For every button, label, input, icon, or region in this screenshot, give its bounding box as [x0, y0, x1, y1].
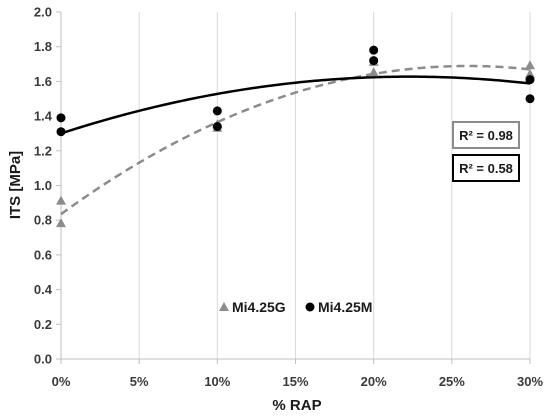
- legend-label-m: Mi4.25M: [318, 299, 372, 315]
- legend-label-g: Mi4.25G: [232, 299, 286, 315]
- r2-box-m: [452, 154, 520, 182]
- x-tick-label: 25%: [439, 374, 465, 389]
- trendline-0: [60, 64, 531, 216]
- x-axis-title: % RAP: [272, 397, 321, 414]
- x-tick-label: 15%: [282, 374, 308, 389]
- legend-marker-circle: [305, 302, 315, 312]
- r2-annotation-g: R² = 0.98: [452, 121, 520, 149]
- legend-marker-triangle: [219, 302, 229, 311]
- y-tick-label: 0.8: [34, 213, 52, 228]
- y-tick-label: 0.2: [34, 317, 52, 332]
- point-triangle: [525, 68, 535, 78]
- y-tick-label: 2.0: [34, 5, 52, 20]
- y-tick-label: 0.4: [34, 282, 53, 297]
- x-tick-label: 10%: [204, 374, 230, 389]
- y-tick-label: 1.0: [34, 178, 52, 193]
- point-circle: [212, 122, 222, 132]
- point-circle: [525, 94, 535, 104]
- x-tick-label: 0%: [52, 374, 71, 389]
- point-circle: [56, 113, 66, 123]
- legend: Mi4.25G Mi4.25M: [219, 299, 372, 315]
- y-tick-label: 1.8: [34, 39, 52, 54]
- point-circle: [56, 127, 66, 137]
- trendlines: [60, 64, 531, 216]
- point-circle: [369, 56, 379, 66]
- tick-labels: 0.0 0.2 0.4 0.6 0.8 1.0 1.2 1.4 1.6 1.8 2.0 0% 5% 10%…: [34, 5, 544, 390]
- y-tick-label: 1.6: [34, 74, 52, 89]
- r2-label-g: R² = 0.98: [459, 128, 513, 143]
- point-triangle: [56, 195, 66, 205]
- point-triangle: [368, 67, 379, 77]
- x-tick-label: 5%: [130, 374, 149, 389]
- r2-annotations: R² = 0.98 R² = 0.58: [452, 121, 520, 182]
- y-tick-label: 0.6: [34, 247, 52, 262]
- data-points: [56, 45, 535, 228]
- point-circle: [369, 45, 379, 55]
- point-triangle: [56, 218, 66, 228]
- x-tick-label: 20%: [361, 374, 387, 389]
- y-tick-label: 1.2: [34, 143, 52, 158]
- y-axis-title: ITS [MPa]: [7, 151, 24, 219]
- x-tick-label: 30%: [517, 374, 543, 389]
- trendline-1: [60, 75, 531, 135]
- axes: [56, 11, 531, 364]
- point-circle: [525, 75, 535, 85]
- r2-label-m: R² = 0.58: [459, 161, 513, 176]
- y-tick-label: 1.4: [34, 109, 53, 124]
- r2-annotation-m: R² = 0.58: [452, 154, 520, 182]
- point-triangle: [525, 60, 535, 70]
- y-tick-label: 0.0: [34, 352, 52, 367]
- point-circle: [212, 106, 222, 116]
- r2-box-g: [452, 121, 520, 149]
